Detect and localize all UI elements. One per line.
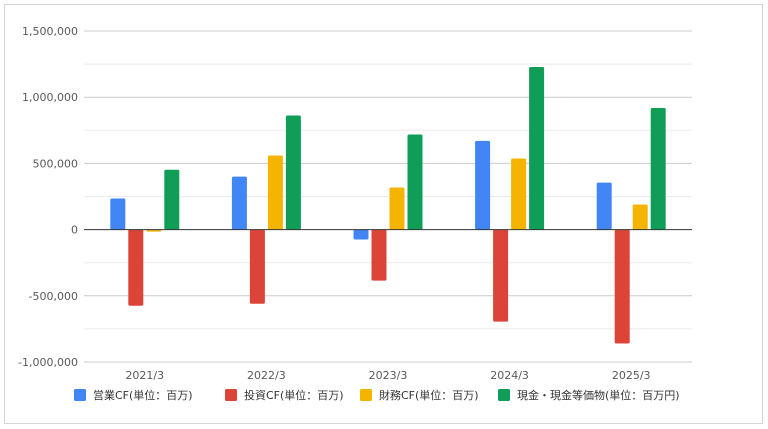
legend-swatch (360, 389, 372, 401)
bar-series-1-2023-3 (353, 229, 369, 240)
legend-item[interactable]: 現金・現金等価物(単位：百万円) (498, 388, 680, 402)
bar-series-1-2025-3 (596, 182, 612, 230)
legend-swatch (74, 389, 86, 401)
bar-series-4-2021-3 (164, 169, 180, 230)
bar-series-2-2022-3 (249, 229, 265, 304)
x-tick-label: 2023/3 (369, 369, 408, 382)
legend-swatch (498, 389, 510, 401)
bar-series-1-2021-3 (110, 198, 126, 230)
bar-series-2-2024-3 (493, 229, 509, 322)
bar-series-4-2024-3 (529, 67, 545, 230)
legend-label: 現金・現金等価物(単位：百万円) (517, 388, 680, 402)
x-tick-label: 2022/3 (247, 369, 286, 382)
y-tick-label: -500,000 (29, 290, 78, 303)
bar-series-1-2024-3 (475, 140, 491, 230)
y-tick-label: 500,000 (33, 157, 79, 170)
bar-series-4-2023-3 (407, 134, 423, 230)
legend-swatch (225, 389, 237, 401)
y-tick-label: 1,500,000 (22, 25, 78, 38)
x-tick-label: 2025/3 (612, 369, 651, 382)
bar-series-3-2025-3 (632, 204, 648, 230)
legend-label: 財務CF(単位：百万) (379, 388, 479, 402)
gridlines (84, 30, 692, 363)
y-tick-label: -1,000,000 (18, 356, 78, 369)
bar-series-4-2022-3 (285, 115, 301, 230)
bars (110, 67, 666, 344)
legend-item[interactable]: 投資CF(単位：百万) (225, 388, 344, 402)
bar-series-2-2023-3 (371, 229, 387, 281)
legend-item[interactable]: 営業CF(単位：百万) (74, 388, 193, 402)
y-tick-label: 0 (71, 224, 78, 237)
x-tick-label: 2024/3 (490, 369, 529, 382)
legend-label: 営業CF(単位：百万) (93, 388, 193, 402)
legend: 営業CF(単位：百万) 投資CF(単位：百万) 財務CF(単位：百万) 現金・現金等価… (74, 388, 680, 402)
bar-series-3-2022-3 (267, 155, 283, 230)
bar-series-2-2021-3 (128, 229, 144, 306)
legend-item[interactable]: 財務CF(単位：百万) (360, 388, 479, 402)
bar-series-1-2022-3 (231, 176, 247, 230)
x-tick-label: 2021/3 (125, 369, 164, 382)
bar-series-4-2025-3 (650, 108, 666, 230)
y-axis-tick-labels: 1,500,000 1,000,000 500,000 0 -500,000 -1,000… (18, 25, 78, 369)
bar-series-3-2023-3 (389, 187, 405, 230)
x-axis-tick-labels: 2021/3 2022/3 2023/3 2024/3 2025/3 (125, 369, 650, 382)
bar-series-2-2025-3 (614, 229, 630, 344)
y-tick-label: 1,000,000 (22, 91, 78, 104)
legend-label: 投資CF(単位：百万) (244, 388, 344, 402)
bar-series-3-2024-3 (511, 158, 527, 230)
